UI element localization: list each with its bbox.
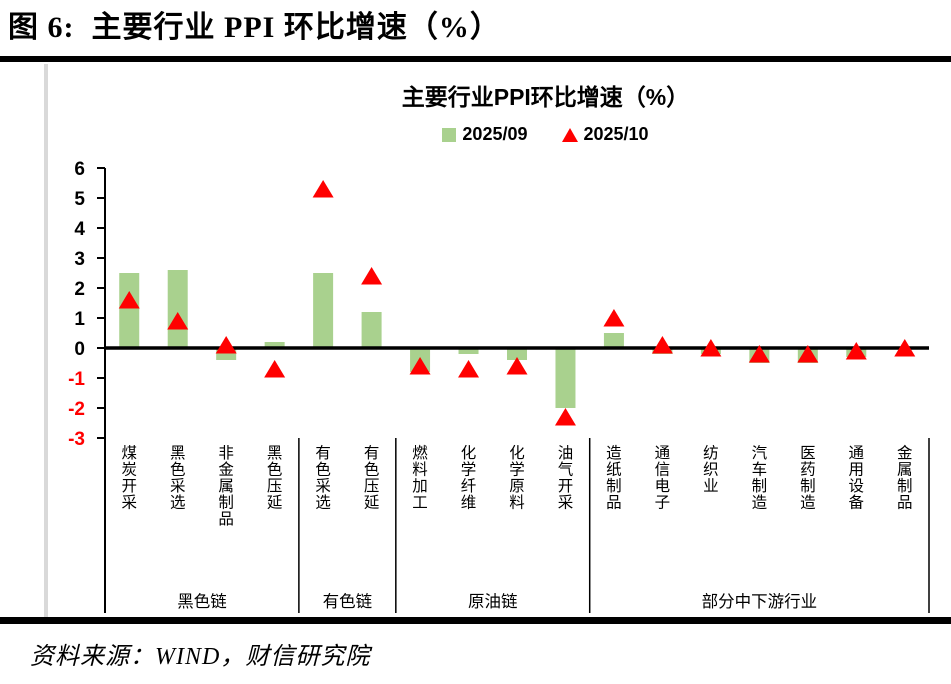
y-tick-label: 3 (74, 249, 85, 270)
triangle-marker-化学原料 (506, 357, 528, 375)
bar-有色压延 (361, 312, 382, 348)
triangle-marker-有色采选 (312, 180, 334, 198)
category-label-汽车制造: 汽车制造 (752, 444, 768, 512)
bar-有色采选 (313, 273, 334, 348)
y-tick-label: 0 (74, 339, 85, 360)
triangle-marker-通信电子 (651, 336, 673, 354)
y-tick-label: 6 (74, 159, 85, 180)
chart-title: 主要行业PPI环比增速（%） (401, 84, 690, 110)
ppi-chart-plot: 6 5 4 3 2 1 0 -1 -2 -3 煤炭开采 黑色采选 非金属制品 黑色压延 有色采选 有色压延 燃料… (68, 159, 930, 613)
bar-化学纤维 (458, 348, 479, 354)
bar-黑色采选 (167, 270, 188, 348)
triangle-marker-燃料加工 (409, 357, 431, 375)
category-label-通信电子: 通信电子 (655, 444, 671, 512)
triangle-marker-金属制品 (894, 339, 916, 357)
category-label-医药制造: 医药制造 (800, 445, 816, 512)
bar-化学原料 (507, 348, 527, 360)
category-label-非金属制品: 非金属制品 (218, 444, 234, 528)
triangle-marker-煤炭开采 (118, 291, 140, 309)
legend-label: 2025/09 (462, 124, 528, 144)
figure-bottom-rule (0, 617, 951, 624)
green-square-icon (442, 127, 457, 142)
triangle-marker-化学纤维 (458, 360, 480, 378)
red-triangle-icon (561, 127, 578, 142)
triangle-marker-油气开采 (554, 408, 576, 426)
group-label-原油链: 原油链 (468, 592, 518, 611)
chart-box-left-border (44, 64, 48, 617)
category-label-燃料加工: 燃料加工 (412, 444, 428, 512)
category-label-化学纤维: 化学纤维 (461, 444, 477, 512)
triangle-marker-黑色采选 (167, 312, 189, 330)
category-label-有色压延: 有色压延 (364, 444, 380, 512)
triangle-marker-黑色压延 (264, 360, 286, 378)
bar-黑色压延 (264, 342, 285, 348)
triangle-marker-通用设备 (845, 342, 867, 360)
category-label-煤炭开采: 煤炭开采 (121, 444, 137, 512)
category-label-造纸制品: 造纸制品 (606, 444, 622, 512)
y-tick-label: 4 (74, 219, 85, 240)
y-tick-label: -1 (68, 369, 85, 390)
category-label-黑色压延: 黑色压延 (267, 445, 283, 512)
figure-title: 图 6: 主要行业 PPI 环比增速（%） (8, 11, 501, 44)
category-label-纺织业: 纺织业 (703, 444, 719, 495)
bar-造纸制品 (603, 333, 624, 348)
y-tick-label: -2 (68, 399, 85, 420)
category-label-金属制品: 金属制品 (897, 444, 913, 512)
triangle-marker-有色压延 (361, 267, 383, 285)
y-tick-label: 1 (74, 309, 85, 330)
category-label-化学原料: 化学原料 (509, 444, 525, 512)
bar-煤炭开采 (119, 273, 140, 348)
source-note: 资料来源：WIND，财信研究院 (30, 644, 371, 670)
triangle-marker-医药制造 (797, 345, 819, 363)
group-label-黑色链: 黑色链 (177, 592, 227, 611)
category-label-有色采选: 有色采选 (315, 444, 331, 512)
y-tick-label: -3 (68, 429, 85, 450)
legend-item-2025-10: 2025/10 (561, 124, 649, 145)
triangle-marker-造纸制品 (603, 309, 625, 327)
legend-item-2025-09: 2025/09 (442, 124, 528, 145)
triangle-marker-非金属制品 (215, 336, 237, 354)
bar-油气开采 (555, 348, 576, 408)
chart-legend: 2025/09 2025/10 (140, 124, 951, 145)
category-label-油气开采: 油气开采 (558, 444, 574, 512)
title-divider-rule (0, 56, 951, 62)
group-label-部分中下游行业: 部分中下游行业 (702, 592, 818, 611)
y-tick-label: 5 (74, 189, 85, 210)
group-label-有色链: 有色链 (323, 592, 373, 611)
category-label-黑色采选: 黑色采选 (170, 445, 186, 512)
legend-label: 2025/10 (583, 124, 649, 144)
triangle-marker-纺织业 (700, 339, 722, 357)
triangle-marker-汽车制造 (748, 345, 770, 363)
y-tick-label: 2 (74, 279, 85, 300)
category-label-通用设备: 通用设备 (849, 444, 865, 512)
